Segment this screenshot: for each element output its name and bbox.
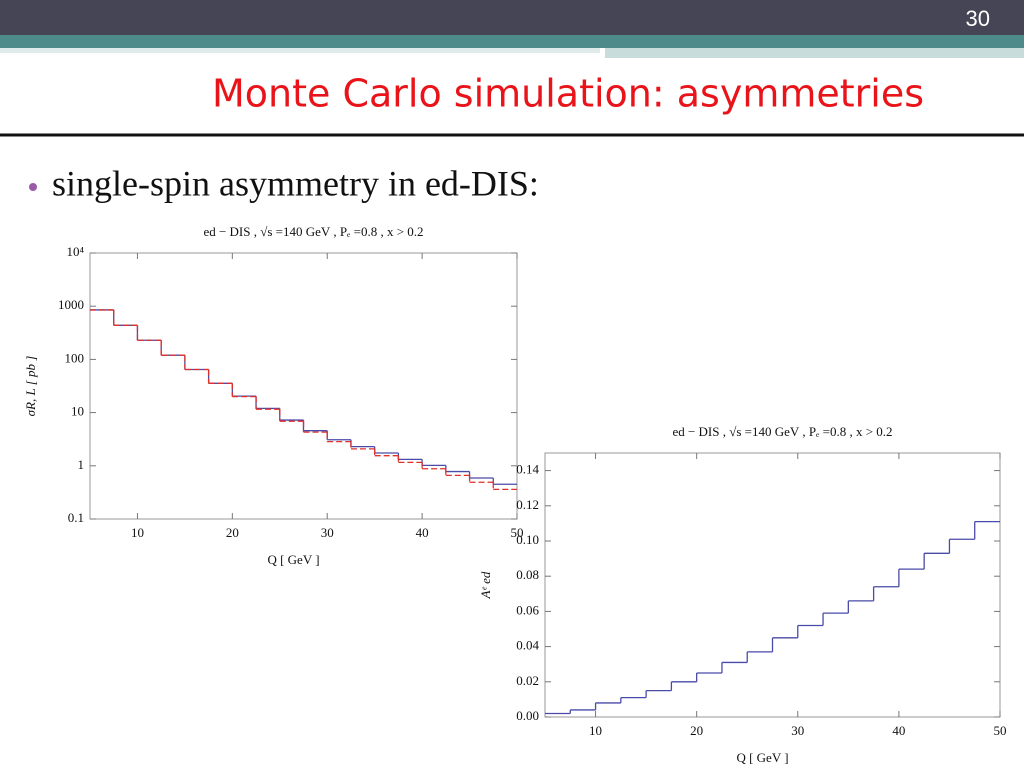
y-tick-label: 10⁴ — [66, 244, 84, 259]
y-axis-label: Aᵉ ed — [478, 571, 493, 599]
x-tick-label: 30 — [321, 525, 334, 540]
header-bar — [0, 0, 1024, 35]
y-tick-label: 0.06 — [516, 602, 539, 617]
chart-title: ed − DIS , √s =140 GeV , Pₑ =0.8 , x > 0… — [672, 424, 892, 439]
y-tick-label: 100 — [65, 350, 85, 365]
header-shade — [605, 48, 1024, 58]
x-tick-label: 20 — [690, 723, 703, 738]
x-tick-label: 40 — [416, 525, 429, 540]
bullet-text: single-spin asymmetry in ed-DIS: — [52, 163, 539, 203]
y-tick-label: 1000 — [58, 297, 84, 312]
x-tick-label: 10 — [589, 723, 602, 738]
y-tick-label: 0.14 — [516, 462, 539, 477]
x-tick-label: 20 — [226, 525, 239, 540]
plot-frame — [544, 452, 1001, 718]
header-shade — [0, 48, 600, 53]
slide-title: Monte Carlo simulation: asymmetries — [212, 72, 924, 116]
chart-title: ed − DIS , √s =140 GeV , Pₑ =0.8 , x > 0… — [203, 224, 423, 239]
x-tick-label: 50 — [511, 525, 524, 540]
y-tick-label: 0.10 — [516, 532, 539, 547]
y-tick-label: 0.04 — [516, 638, 539, 653]
y-axis-label: σR, L [ pb ] — [23, 356, 38, 417]
x-tick-label: 30 — [791, 723, 804, 738]
x-tick-label: 50 — [994, 723, 1007, 738]
y-tick-label: 0.00 — [516, 708, 539, 723]
y-tick-label: 0.12 — [516, 497, 539, 512]
x-axis-label: Q [ GeV ] — [267, 552, 319, 567]
x-tick-label: 10 — [131, 525, 144, 540]
y-tick-label: 10 — [71, 404, 84, 419]
slide-number: 30 — [966, 6, 990, 31]
x-tick-label: 40 — [892, 723, 905, 738]
plot-frame — [89, 252, 518, 520]
y-tick-label: 0.02 — [516, 673, 539, 688]
y-tick-label: 0.1 — [68, 510, 84, 525]
header-strip — [0, 35, 1024, 48]
y-tick-label: 1 — [78, 457, 85, 472]
x-axis-label: Q [ GeV ] — [736, 750, 788, 765]
bullet-dot — [29, 183, 37, 191]
y-tick-label: 0.08 — [516, 567, 539, 582]
